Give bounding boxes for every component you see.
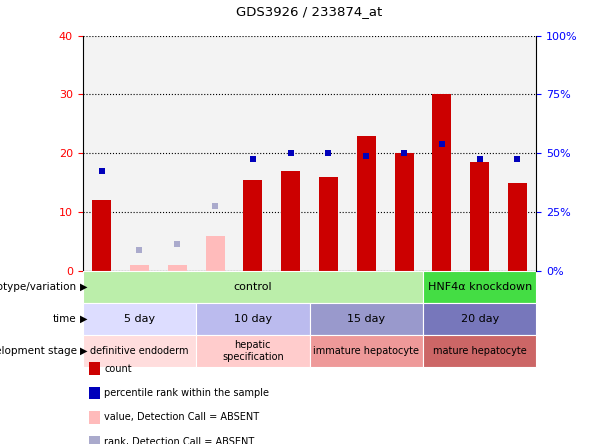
Bar [508, 182, 527, 271]
Text: ▶: ▶ [80, 314, 88, 324]
Bar [432, 95, 451, 271]
Bar [83, 335, 196, 367]
Text: ▶: ▶ [80, 346, 88, 356]
Bar [83, 36, 121, 271]
Bar [196, 335, 310, 367]
Bar [83, 303, 196, 335]
Bar [461, 36, 498, 271]
Bar [234, 36, 272, 271]
Text: count: count [104, 364, 132, 373]
Text: genotype/variation: genotype/variation [0, 282, 77, 292]
Text: 15 day: 15 day [347, 314, 386, 324]
Bar [423, 335, 536, 367]
Bar [92, 200, 111, 271]
Bar [310, 335, 423, 367]
Text: percentile rank within the sample: percentile rank within the sample [104, 388, 269, 398]
Text: 5 day: 5 day [124, 314, 155, 324]
Bar [130, 265, 149, 271]
Text: hepatic
specification: hepatic specification [222, 340, 284, 361]
Text: GDS3926 / 233874_at: GDS3926 / 233874_at [237, 5, 383, 18]
Text: ▶: ▶ [80, 282, 88, 292]
Bar [310, 36, 348, 271]
Bar [196, 303, 310, 335]
Bar [395, 153, 414, 271]
Text: 20 day: 20 day [460, 314, 499, 324]
Text: mature hepatocyte: mature hepatocyte [433, 346, 527, 356]
Bar [423, 303, 536, 335]
Bar [498, 36, 536, 271]
Text: immature hepatocyte: immature hepatocyte [313, 346, 419, 356]
Text: development stage: development stage [0, 346, 77, 356]
Bar [121, 36, 158, 271]
Bar [385, 36, 423, 271]
Bar [83, 271, 423, 303]
Bar [423, 36, 461, 271]
Text: value, Detection Call = ABSENT: value, Detection Call = ABSENT [104, 412, 259, 422]
Bar [243, 180, 262, 271]
Bar [205, 236, 224, 271]
Bar [319, 177, 338, 271]
Bar [470, 162, 489, 271]
Text: HNF4α knockdown: HNF4α knockdown [427, 282, 532, 292]
Bar [158, 36, 196, 271]
Bar [196, 36, 234, 271]
Text: time: time [53, 314, 77, 324]
Text: rank, Detection Call = ABSENT: rank, Detection Call = ABSENT [104, 437, 254, 444]
Bar [272, 36, 310, 271]
Bar [168, 265, 187, 271]
Bar [281, 171, 300, 271]
Text: control: control [234, 282, 272, 292]
Text: definitive endoderm: definitive endoderm [90, 346, 189, 356]
Bar [310, 303, 423, 335]
Bar [357, 135, 376, 271]
Bar [423, 271, 536, 303]
Text: 10 day: 10 day [234, 314, 272, 324]
Bar [348, 36, 385, 271]
